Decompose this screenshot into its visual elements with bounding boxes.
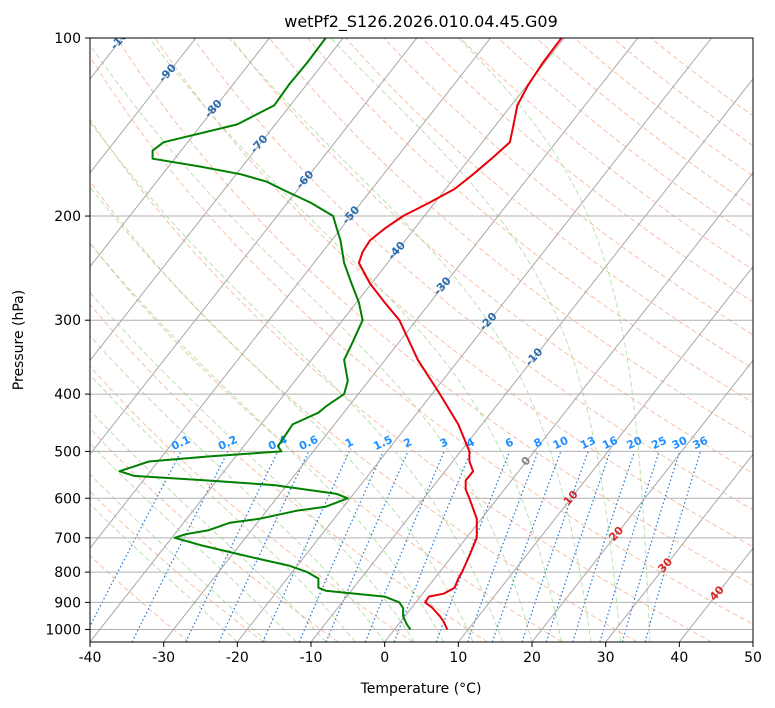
moist-adiabat-line bbox=[90, 44, 533, 642]
y-tick-label: 1000 bbox=[45, 622, 81, 638]
mixing-ratio-label: 13 bbox=[578, 434, 597, 452]
moist-adiabat-line bbox=[90, 442, 297, 642]
dry-adiabat-line bbox=[345, 38, 753, 370]
y-axis-label: Pressure (hPa) bbox=[11, 290, 27, 390]
background-lines bbox=[90, 38, 753, 642]
mixing-ratio-label: 10 bbox=[551, 434, 571, 452]
isotherm-gridline bbox=[163, 38, 639, 642]
isotherm-gridline bbox=[605, 453, 753, 642]
x-tick-label: 10 bbox=[449, 650, 467, 666]
moist-adiabat-line bbox=[148, 38, 562, 642]
dry-adiabat-line bbox=[116, 38, 753, 586]
mixing-ratio-line bbox=[435, 451, 511, 642]
mixing-ratio-label: 25 bbox=[649, 434, 668, 452]
x-axis-label: Temperature (°C) bbox=[360, 681, 482, 697]
dry-adiabat-line bbox=[90, 427, 339, 642]
dry-adiabat-line bbox=[90, 242, 563, 642]
dry-adiabat-line bbox=[90, 118, 712, 642]
mixing-ratio-line bbox=[298, 451, 384, 642]
mixing-ratio-label: 36 bbox=[691, 434, 711, 452]
isotherm-gridline bbox=[90, 38, 491, 549]
isotherm-gridline bbox=[310, 78, 753, 642]
x-tick-label: -30 bbox=[152, 650, 175, 666]
grid bbox=[90, 38, 753, 642]
mixing-ratio-line bbox=[521, 451, 589, 642]
y-tick-label: 100 bbox=[54, 31, 81, 47]
isotherm-gridline bbox=[457, 265, 753, 642]
isotherm-gridline bbox=[90, 38, 344, 362]
moist-adiabat-line bbox=[90, 473, 268, 642]
moist-adiabat-line bbox=[90, 335, 386, 642]
mixing-ratio-label: 20 bbox=[625, 434, 645, 452]
x-tick-label: 0 bbox=[380, 650, 389, 666]
isotherm-gridline bbox=[90, 38, 418, 456]
isotherm-gridline bbox=[531, 359, 753, 642]
mixing-ratio-line bbox=[599, 451, 660, 642]
y-tick-label: 500 bbox=[54, 444, 81, 460]
x-tick-label: -10 bbox=[300, 650, 323, 666]
dry-adiabat-line bbox=[90, 365, 414, 642]
moist-adiabat-line bbox=[90, 242, 445, 642]
x-tick-label: -40 bbox=[79, 650, 102, 666]
y-tick-label: 700 bbox=[54, 531, 81, 547]
moist-adiabat-line bbox=[90, 186, 474, 642]
mixing-ratio-line bbox=[262, 451, 350, 642]
isotherm-gridline bbox=[90, 38, 565, 642]
mixing-ratio-label: 30 bbox=[670, 434, 690, 452]
profile-series bbox=[118, 38, 563, 631]
y-tick-label: 200 bbox=[54, 209, 81, 225]
temperature-line bbox=[357, 38, 563, 630]
mixing-ratio-line bbox=[545, 451, 611, 642]
x-tick-label: -20 bbox=[226, 650, 249, 666]
y-tick-label: 400 bbox=[54, 387, 81, 403]
dry-adiabat-line bbox=[307, 38, 753, 404]
isotherm-gridline bbox=[90, 38, 197, 174]
isotherm-gridline bbox=[384, 171, 753, 642]
x-tick-label: 30 bbox=[597, 650, 615, 666]
mixing-ratio-line bbox=[325, 451, 409, 642]
dry-adiabat-line bbox=[192, 38, 753, 511]
moist-adiabat-line bbox=[90, 121, 503, 642]
y-tick-label: 300 bbox=[54, 313, 81, 329]
dry-adiabat-line bbox=[90, 180, 638, 642]
mixing-ratio-line bbox=[621, 451, 681, 642]
x-tick-label: 40 bbox=[670, 650, 688, 666]
isotherm-gridline bbox=[90, 38, 270, 268]
plot-frame bbox=[89, 37, 754, 643]
moist-adiabat-line bbox=[458, 38, 651, 642]
moist-adiabat-line bbox=[90, 374, 356, 642]
dry-adiabat-line bbox=[90, 490, 264, 642]
x-tick-label: 50 bbox=[744, 650, 762, 666]
mixing-ratio-label: 16 bbox=[600, 434, 620, 452]
moist-adiabat-line bbox=[228, 38, 592, 642]
y-tick-label: 900 bbox=[54, 595, 81, 611]
dry-adiabat-line bbox=[154, 38, 753, 548]
axes: -40 -30 -20 -10 0 10 20 30 40 50 100 200 300 400 500 60… bbox=[45, 31, 762, 666]
dewpoint-line bbox=[118, 38, 412, 631]
y-tick-label: 800 bbox=[54, 565, 81, 581]
isotherm-gridline bbox=[236, 38, 712, 642]
mixing-ratio-line bbox=[572, 451, 636, 642]
y-tick-label: 600 bbox=[54, 491, 81, 507]
dry-adiabat-line bbox=[90, 303, 488, 642]
x-tick-label: 20 bbox=[523, 650, 541, 666]
moist-adiabat-line bbox=[90, 409, 327, 642]
dry-adiabat-line bbox=[90, 55, 753, 625]
dry-adiabat-line bbox=[90, 554, 190, 642]
mixing-ratio-line bbox=[466, 451, 539, 642]
dry-adiabat-line bbox=[230, 38, 753, 474]
mixing-ratio-line bbox=[364, 451, 445, 642]
moist-adiabat-line bbox=[330, 38, 621, 642]
chart-title: wetPf2_S126.2026.010.04.45.G09 bbox=[284, 12, 558, 32]
mixing-ratio-line bbox=[491, 451, 562, 642]
